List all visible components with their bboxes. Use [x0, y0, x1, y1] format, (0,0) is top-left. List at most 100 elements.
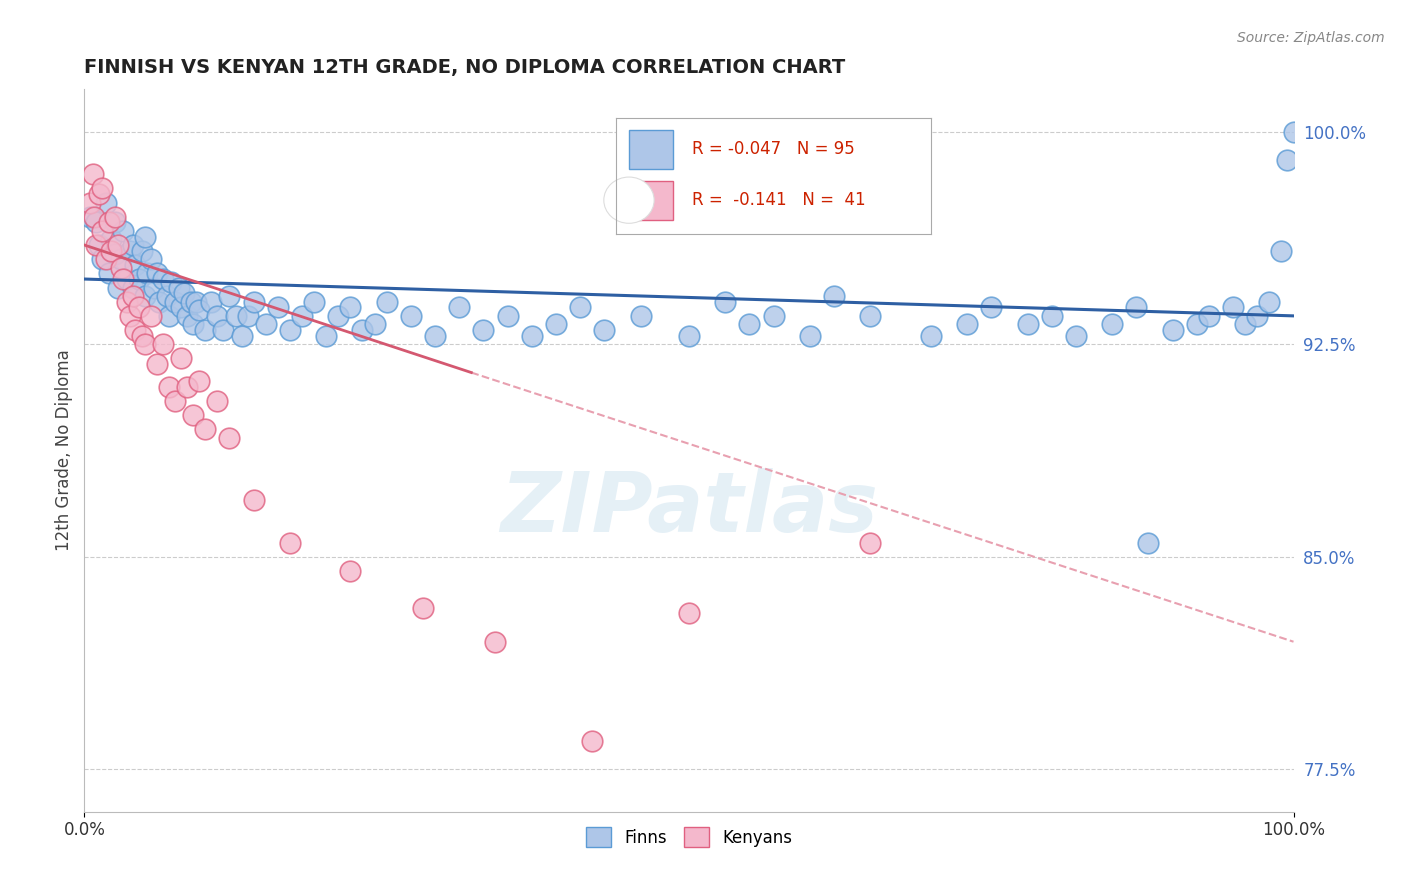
Point — [87, 187, 110, 202]
Point — [97, 266, 120, 280]
Point — [194, 323, 217, 337]
Point — [110, 260, 132, 275]
Point — [225, 309, 247, 323]
Point — [128, 272, 150, 286]
Point — [121, 289, 143, 303]
Point — [148, 294, 170, 309]
Point — [134, 337, 156, 351]
Point — [278, 323, 301, 337]
Point — [131, 328, 153, 343]
Point — [134, 289, 156, 303]
Point — [291, 309, 314, 323]
Point — [104, 210, 127, 224]
Point — [980, 301, 1002, 315]
Point — [1246, 309, 1268, 323]
Point — [180, 294, 202, 309]
Point — [678, 328, 700, 343]
Point — [399, 309, 422, 323]
Point — [1017, 318, 1039, 332]
Point — [124, 323, 146, 337]
Point — [1270, 244, 1292, 258]
Point — [152, 272, 174, 286]
Point — [1161, 323, 1184, 337]
Point — [167, 280, 190, 294]
Point — [94, 195, 117, 210]
Point — [1282, 125, 1305, 139]
Point — [160, 275, 183, 289]
Point — [859, 535, 882, 549]
Point — [242, 294, 264, 309]
Point — [200, 294, 222, 309]
Point — [1234, 318, 1257, 332]
Point — [120, 244, 142, 258]
Point — [423, 328, 446, 343]
Point — [136, 266, 159, 280]
Point — [714, 294, 737, 309]
Point — [569, 301, 592, 315]
Point — [581, 734, 603, 748]
Point — [120, 309, 142, 323]
Point — [173, 286, 195, 301]
Point — [1258, 294, 1281, 309]
Point — [352, 323, 374, 337]
Point — [449, 301, 471, 315]
Point — [115, 294, 138, 309]
Point — [339, 301, 361, 315]
Point — [1101, 318, 1123, 332]
Text: FINNISH VS KENYAN 12TH GRADE, NO DIPLOMA CORRELATION CHART: FINNISH VS KENYAN 12TH GRADE, NO DIPLOMA… — [84, 57, 845, 77]
Legend: Finns, Kenyans: Finns, Kenyans — [579, 821, 799, 854]
Point — [218, 289, 240, 303]
Point — [139, 252, 162, 267]
Point — [181, 408, 204, 422]
Point — [484, 634, 506, 648]
Point — [363, 318, 385, 332]
Point — [104, 246, 127, 260]
Point — [194, 422, 217, 436]
Point — [302, 294, 325, 309]
Point — [143, 280, 166, 294]
Point — [231, 328, 253, 343]
Point — [339, 564, 361, 578]
Point — [131, 244, 153, 258]
Point — [176, 309, 198, 323]
Point — [472, 323, 495, 337]
Point — [91, 181, 114, 195]
Point — [146, 357, 169, 371]
Point — [188, 303, 211, 318]
Point — [1040, 309, 1063, 323]
Point — [107, 280, 129, 294]
Point — [97, 215, 120, 229]
Point — [236, 309, 259, 323]
Point — [799, 328, 821, 343]
Point — [267, 301, 290, 315]
Point — [859, 309, 882, 323]
Point — [152, 337, 174, 351]
Point — [678, 607, 700, 621]
Y-axis label: 12th Grade, No Diploma: 12th Grade, No Diploma — [55, 350, 73, 551]
Point — [91, 224, 114, 238]
Point — [79, 195, 101, 210]
Point — [181, 318, 204, 332]
Point — [110, 252, 132, 267]
Point — [593, 323, 616, 337]
Point — [124, 258, 146, 272]
Point — [128, 301, 150, 315]
Point — [134, 229, 156, 244]
Point — [242, 493, 264, 508]
Point — [207, 309, 229, 323]
Point — [79, 210, 101, 224]
Point — [520, 328, 543, 343]
Point — [139, 309, 162, 323]
Text: Source: ZipAtlas.com: Source: ZipAtlas.com — [1237, 31, 1385, 45]
Point — [956, 318, 979, 332]
Point — [107, 238, 129, 252]
Point — [1198, 309, 1220, 323]
Point — [218, 431, 240, 445]
Point — [91, 252, 114, 267]
Point — [83, 210, 105, 224]
Point — [82, 167, 104, 181]
Point — [100, 244, 122, 258]
Point — [375, 294, 398, 309]
Point — [100, 232, 122, 246]
Point — [157, 309, 180, 323]
